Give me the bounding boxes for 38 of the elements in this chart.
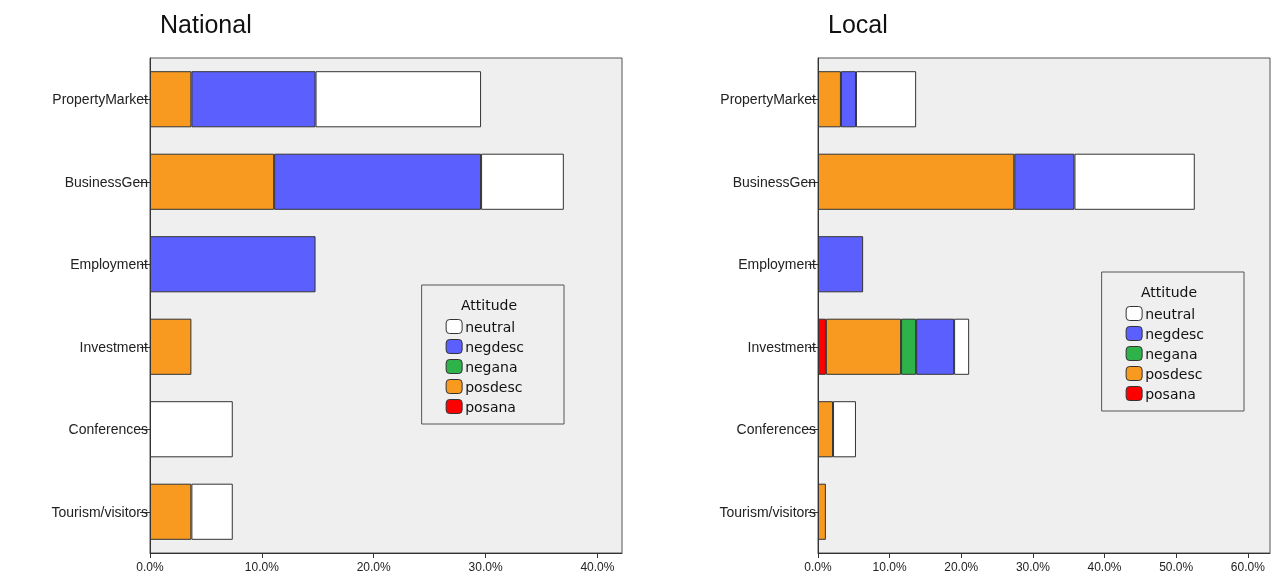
legend-label: neutral <box>465 318 516 335</box>
legend-label: negdesc <box>465 338 525 355</box>
y-tick-label: PropertyMarket <box>720 91 817 108</box>
legend-label: neutral <box>1145 305 1196 322</box>
y-tick-label: PropertyMarket <box>52 91 149 108</box>
x-tick-label: 30.0% <box>468 560 503 574</box>
y-tick-label: BusinessGen <box>64 173 148 190</box>
y-tick-label: Investment <box>747 338 817 355</box>
y-tick-label: Conferences <box>736 421 816 438</box>
y-tick-label: Conferences <box>68 421 148 438</box>
legend-title: Attitude <box>1140 284 1197 300</box>
y-tick-label: Employment <box>70 256 149 273</box>
x-tick-label: 10.0% <box>872 560 907 574</box>
chart-title: National <box>160 9 252 38</box>
y-tick-label: Employment <box>738 256 817 273</box>
y-tick-label: BusinessGen <box>732 173 816 190</box>
legend-label: negana <box>1145 345 1198 362</box>
chart-title: Local <box>828 9 888 38</box>
x-tick-label: 0.0% <box>804 560 832 574</box>
legend-label: posana <box>1145 385 1196 402</box>
legend-label: negana <box>465 358 518 375</box>
y-tick-label: Tourism/visitors <box>51 503 148 520</box>
x-tick-label: 30.0% <box>1015 560 1051 574</box>
x-tick-label: 40.0% <box>1087 560 1122 574</box>
y-tick-label: Investment <box>79 338 149 355</box>
x-tick-label: 60.0% <box>1230 560 1266 574</box>
x-tick-label: 10.0% <box>244 560 280 574</box>
legend-label: posdesc <box>465 378 523 395</box>
x-tick-label: 50.0% <box>1159 560 1194 574</box>
legend-title: Attitude <box>460 297 517 313</box>
legend-label: posdesc <box>1145 365 1203 382</box>
x-tick-label: 40.0% <box>580 560 615 574</box>
legend-label: negdesc <box>1145 325 1205 342</box>
legend-label: posana <box>465 398 516 415</box>
x-tick-label: 0.0% <box>136 560 164 574</box>
x-tick-label: 20.0% <box>356 560 392 574</box>
x-tick-label: 20.0% <box>944 560 979 574</box>
y-tick-label: Tourism/visitors <box>719 503 816 520</box>
